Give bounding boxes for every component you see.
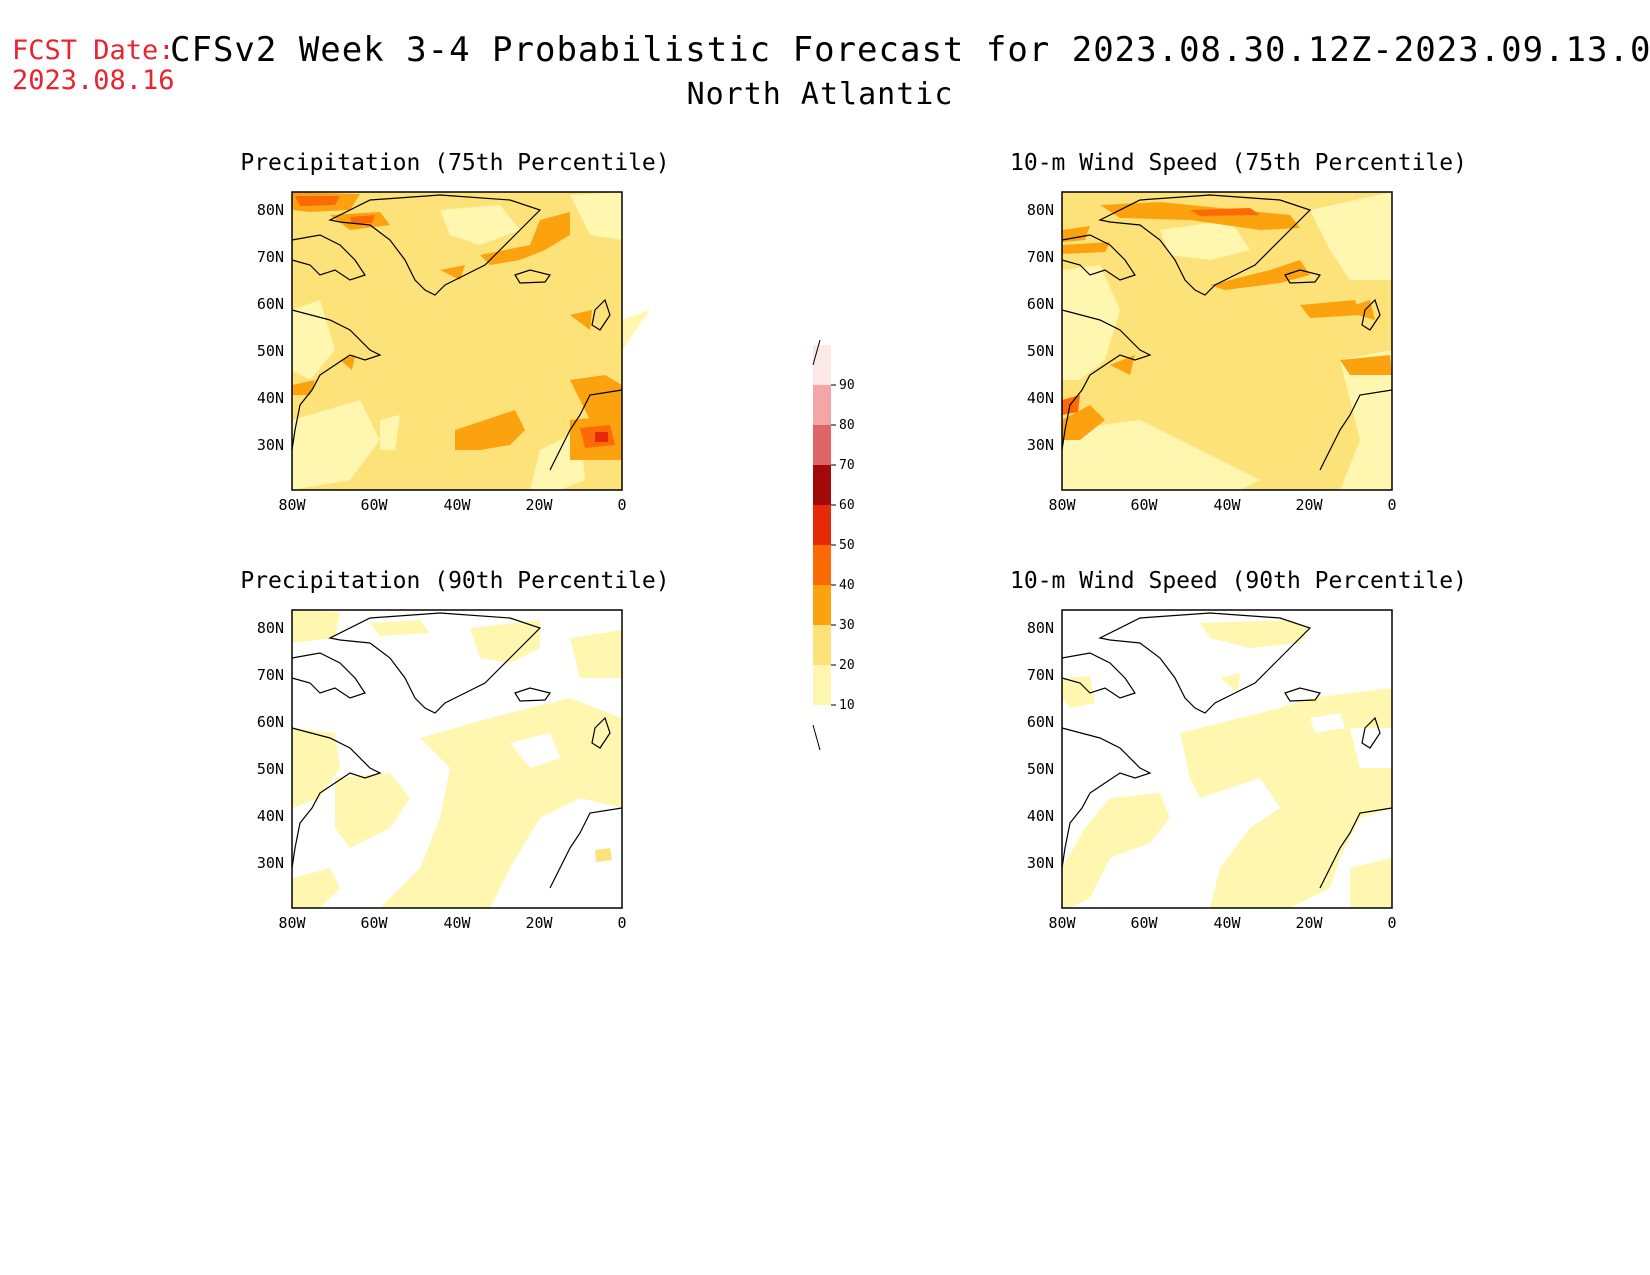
- lon-label: 40W: [443, 914, 471, 932]
- legend-label: 90: [839, 378, 855, 393]
- legend-swatch: [813, 385, 831, 425]
- lat-label: 80N: [1027, 201, 1054, 219]
- legend-label: 70: [839, 458, 855, 473]
- lat-label: 30N: [1027, 436, 1054, 454]
- lat-label: 40N: [1027, 389, 1054, 407]
- lon-label: 0: [617, 914, 626, 932]
- map-wind-75: 80N 70N 60N 50N 40N 30N 80W 60W 40W 20W …: [1027, 191, 1397, 514]
- lon-label: 60W: [1130, 914, 1158, 932]
- lat-label: 70N: [257, 248, 284, 266]
- lon-label: 60W: [1130, 496, 1158, 514]
- lon-label: 80W: [278, 914, 306, 932]
- legend-swatch: [813, 585, 831, 625]
- lon-label: 80W: [278, 496, 306, 514]
- page-title: CFSv2 Week 3-4 Probabilistic Forecast fo…: [170, 30, 1650, 70]
- legend-label: 60: [839, 498, 855, 513]
- lon-label: 0: [617, 496, 626, 514]
- panel-wind-90: 10-m Wind Speed (90th Percentile) 80N 70…: [1010, 568, 1467, 938]
- lat-label: 50N: [257, 342, 284, 360]
- lon-label: 40W: [1213, 914, 1241, 932]
- lon-label: 80W: [1048, 496, 1076, 514]
- lat-label: 40N: [257, 807, 284, 825]
- lat-label: 80N: [257, 619, 284, 637]
- legend-swatch: [813, 425, 831, 465]
- lat-label: 30N: [257, 436, 284, 454]
- legend-swatch: [813, 505, 831, 545]
- panel-wind-75: 10-m Wind Speed (75th Percentile): [1010, 150, 1467, 520]
- lon-label: 0: [1387, 914, 1396, 932]
- lat-label: 60N: [257, 295, 284, 313]
- legend-swatch: [813, 625, 831, 665]
- lat-label: 60N: [257, 713, 284, 731]
- legend-label: 30: [839, 618, 855, 633]
- lat-label: 50N: [1027, 760, 1054, 778]
- forecast-date-label: FCST Date:: [12, 35, 175, 66]
- lon-label: 60W: [360, 914, 388, 932]
- lat-label: 40N: [1027, 807, 1054, 825]
- legend-label: 80: [839, 418, 855, 433]
- panel-title: 10-m Wind Speed (90th Percentile): [1010, 568, 1467, 594]
- map-precip-75: 80N 70N 60N 50N 40N 30N 80W 60W 40W 20W …: [257, 191, 650, 514]
- panel-title: Precipitation (90th Percentile): [240, 568, 670, 594]
- color-legend: 10 20 30 40 50 60 70 80 90: [812, 339, 855, 750]
- lat-label: 30N: [257, 854, 284, 872]
- lat-label: 60N: [1027, 295, 1054, 313]
- panel-precip-75: Precipitation (75th Percentile): [240, 150, 670, 520]
- legend-label: 10: [839, 698, 855, 713]
- panel-precip-90: Precipitation (90th Percentile): [240, 568, 670, 938]
- lon-label: 60W: [360, 496, 388, 514]
- forecast-date: FCST Date: 2023.08.16: [12, 36, 175, 96]
- lat-label: 70N: [257, 666, 284, 684]
- legend-swatch: [813, 545, 831, 585]
- lon-label: 20W: [1295, 914, 1323, 932]
- lat-label: 50N: [257, 760, 284, 778]
- legend-label: 50: [839, 538, 855, 553]
- lon-label: 0: [1387, 496, 1396, 514]
- legend-label: 40: [839, 578, 855, 593]
- map-precip-90: 80N 70N 60N 50N 40N 30N 80W 60W 40W 20W …: [257, 609, 627, 932]
- lat-label: 70N: [1027, 248, 1054, 266]
- legend-swatch: [813, 465, 831, 505]
- map-wind-90: 80N 70N 60N 50N 40N 30N 80W 60W 40W 20W …: [1027, 609, 1397, 932]
- legend-swatch: [813, 345, 831, 385]
- lon-label: 20W: [525, 914, 553, 932]
- panel-title: 10-m Wind Speed (75th Percentile): [1010, 150, 1467, 176]
- lon-label: 80W: [1048, 914, 1076, 932]
- lon-label: 40W: [1213, 496, 1241, 514]
- lat-label: 40N: [257, 389, 284, 407]
- lon-label: 20W: [525, 496, 553, 514]
- lat-label: 50N: [1027, 342, 1054, 360]
- lon-label: 40W: [443, 496, 471, 514]
- lat-label: 80N: [257, 201, 284, 219]
- lat-label: 80N: [1027, 619, 1054, 637]
- panel-title: Precipitation (75th Percentile): [240, 150, 670, 176]
- lat-label: 60N: [1027, 713, 1054, 731]
- lon-label: 20W: [1295, 496, 1323, 514]
- legend-swatch: [813, 665, 831, 705]
- region-title: North Atlantic: [686, 77, 954, 112]
- lat-label: 30N: [1027, 854, 1054, 872]
- lat-label: 70N: [1027, 666, 1054, 684]
- legend-label: 20: [839, 658, 855, 673]
- forecast-date-value: 2023.08.16: [12, 65, 175, 96]
